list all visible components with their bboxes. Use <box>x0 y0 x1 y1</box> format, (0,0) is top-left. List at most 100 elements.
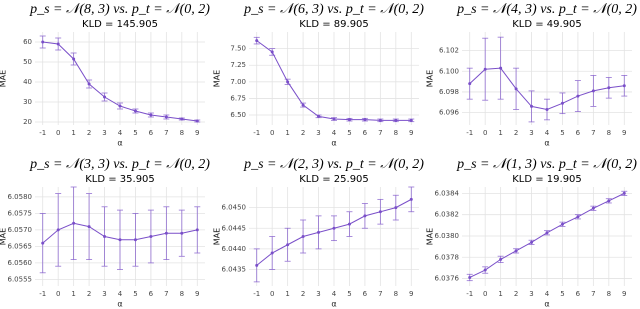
chart-title: p_s = 𝒩(3, 3) vs. p_t = 𝒩(0, 2) <box>29 157 210 172</box>
data-point <box>468 275 472 279</box>
data-point <box>591 89 595 93</box>
data-point <box>607 199 611 203</box>
y-tick-label: 30 <box>23 98 32 106</box>
x-tick-label: 8 <box>394 290 398 298</box>
x-tick-label: 3 <box>316 290 320 298</box>
x-tick-label: 3 <box>529 129 533 137</box>
x-tick-label: -1 <box>253 290 260 298</box>
x-tick-label: 4 <box>118 129 123 137</box>
data-point <box>607 86 611 90</box>
y-tick-label: 6.0450 <box>222 204 247 212</box>
chart-title: p_s = 𝒩(2, 3) vs. p_t = 𝒩(0, 2) <box>243 157 424 172</box>
data-point <box>56 42 60 46</box>
data-point <box>149 113 153 117</box>
x-tick-label: 8 <box>394 129 398 137</box>
x-tick-label: 6 <box>149 290 154 298</box>
y-axis-label: MAE <box>426 70 435 87</box>
y-tick-label: 6.098 <box>439 88 459 96</box>
x-tick-label: 2 <box>514 129 518 137</box>
data-point <box>149 235 153 238</box>
x-tick-label: 9 <box>195 129 199 137</box>
data-point <box>41 241 45 245</box>
x-tick-label: 9 <box>195 290 199 298</box>
x-tick-label: 8 <box>607 290 611 298</box>
data-point <box>560 101 564 105</box>
y-axis-label: MAE <box>213 228 222 245</box>
y-tick-label: 6.0445 <box>222 224 247 232</box>
x-tick-label: 6 <box>363 290 368 298</box>
data-point <box>530 240 534 244</box>
x-tick-label: 6 <box>149 129 154 137</box>
y-tick-label: 60 <box>23 38 32 46</box>
data-point <box>347 222 351 226</box>
chart-subtitle: KLD = 49.905 <box>512 19 582 30</box>
data-point <box>56 228 60 232</box>
y-tick-label: 6.0560 <box>8 259 33 267</box>
data-point <box>545 231 549 235</box>
data-point <box>591 206 595 210</box>
y-tick-label: 6.0565 <box>8 242 33 250</box>
y-axis-label: MAE <box>0 228 8 245</box>
x-tick-label: 9 <box>409 290 413 298</box>
x-axis-label: α <box>544 139 549 148</box>
x-tick-label: 1 <box>71 129 75 137</box>
data-point <box>576 94 580 98</box>
data-point <box>545 108 549 111</box>
y-tick-label: 6.102 <box>439 47 459 55</box>
x-tick-label: 4 <box>545 290 550 298</box>
y-axis-label: MAE <box>213 70 222 87</box>
data-point <box>118 238 122 242</box>
x-tick-label: 1 <box>498 290 502 298</box>
x-tick-label: 3 <box>316 129 320 137</box>
data-point <box>317 230 321 234</box>
y-tick-label: 6.0380 <box>435 232 460 240</box>
data-point <box>394 118 398 122</box>
x-tick-label: 8 <box>607 129 611 137</box>
y-tick-label: 50 <box>23 58 32 66</box>
y-tick-label: 20 <box>23 118 32 126</box>
y-axis-label: MAE <box>426 228 435 245</box>
data-point <box>317 114 321 118</box>
x-tick-label: 6 <box>363 129 368 137</box>
data-point <box>72 221 76 225</box>
x-axis-label: α <box>331 300 336 309</box>
x-tick-label: 7 <box>591 129 595 137</box>
data-point <box>332 117 336 121</box>
y-tick-label: 6.0378 <box>435 253 460 261</box>
x-tick-label: 5 <box>133 290 137 298</box>
x-tick-label: 1 <box>498 129 502 137</box>
x-tick-label: 1 <box>285 129 289 137</box>
x-tick-label: 2 <box>514 290 518 298</box>
data-point <box>622 191 626 195</box>
chart-title: p_s = 𝒩(6, 3) vs. p_t = 𝒩(0, 2) <box>243 2 424 17</box>
x-tick-label: 0 <box>270 129 274 137</box>
y-tick-label: 6.75 <box>230 94 246 102</box>
data-point <box>195 228 199 232</box>
data-point <box>270 50 274 54</box>
data-point <box>409 118 413 122</box>
x-tick-label: -1 <box>39 290 46 298</box>
data-point <box>622 84 626 88</box>
data-point <box>255 39 259 43</box>
data-point <box>133 109 137 113</box>
x-tick-label: 3 <box>102 129 106 137</box>
x-tick-label: 1 <box>285 290 289 298</box>
x-tick-label: 7 <box>164 129 168 137</box>
x-tick-label: 8 <box>180 129 184 137</box>
data-point <box>301 235 305 238</box>
y-tick-label: 6.0435 <box>222 266 247 274</box>
x-tick-label: 5 <box>560 129 564 137</box>
data-point <box>483 67 487 71</box>
x-tick-label: 7 <box>164 290 168 298</box>
x-tick-label: 0 <box>56 290 60 298</box>
x-tick-label: -1 <box>466 290 473 298</box>
data-point <box>301 103 305 107</box>
x-tick-label: 6 <box>576 290 581 298</box>
x-tick-label: 4 <box>545 129 550 137</box>
data-point <box>164 115 168 119</box>
x-tick-label: 4 <box>118 290 123 298</box>
chart-subtitle: KLD = 25.905 <box>299 174 369 185</box>
chart-subtitle: KLD = 145.905 <box>82 19 158 30</box>
x-tick-label: 2 <box>301 129 305 137</box>
